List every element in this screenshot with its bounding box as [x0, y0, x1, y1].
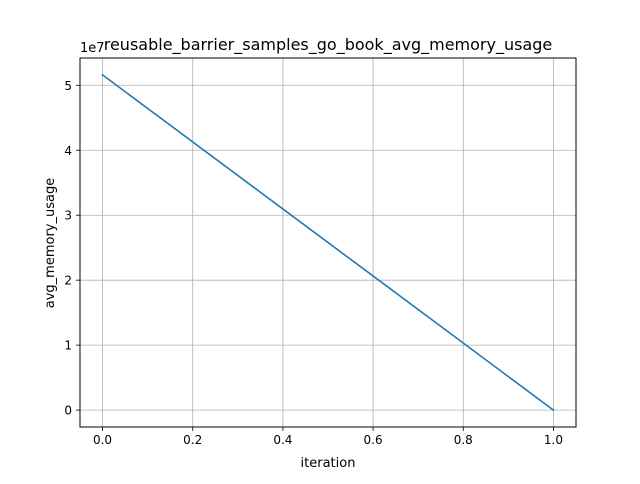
x-tick-label: 0.2 — [183, 433, 202, 447]
y-tick-label: 4 — [64, 144, 72, 158]
x-axis-label: iteration — [301, 456, 356, 471]
x-tick-label: 0.0 — [93, 433, 112, 447]
x-tick-label: 0.4 — [273, 433, 292, 447]
x-tick-label: 0.6 — [364, 433, 383, 447]
x-tick-label: 0.8 — [454, 433, 473, 447]
y-tick-label: 3 — [64, 209, 72, 223]
y-tick-label: 1 — [64, 339, 72, 353]
y-axis-label: avg_memory_usage — [43, 178, 58, 308]
chart-title: reusable_barrier_samples_go_book_avg_mem… — [104, 35, 553, 55]
y-tick-label: 0 — [64, 404, 72, 418]
y-offset-label: 1e7 — [80, 41, 105, 56]
y-tick-label: 2 — [64, 274, 72, 288]
y-tick-label: 5 — [64, 79, 72, 93]
x-tick-label: 1.0 — [544, 433, 563, 447]
